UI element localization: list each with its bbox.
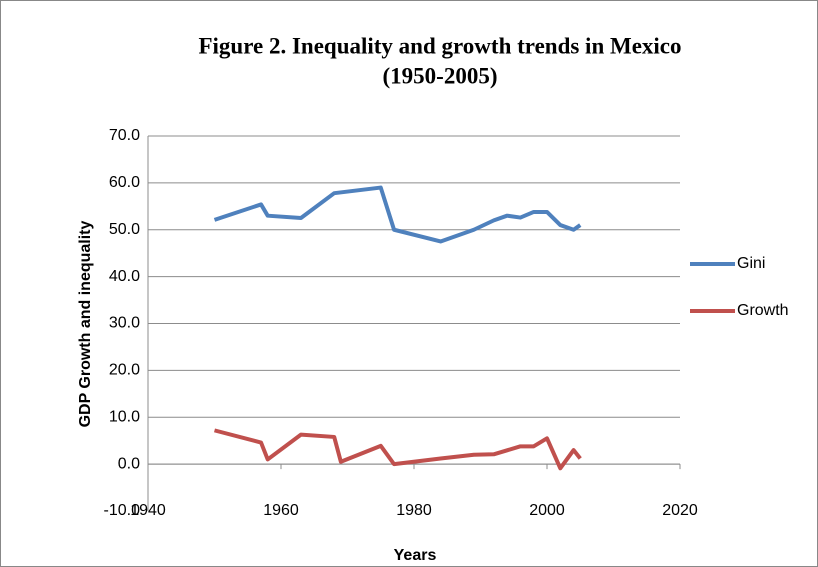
x-tick-label: 1960 — [263, 502, 299, 519]
x-tick-label: 2000 — [529, 502, 565, 519]
data-line — [213, 185, 582, 244]
y-tick-label: 40.0 — [109, 268, 140, 285]
x-tick-label: 1980 — [396, 502, 432, 519]
data-line — [213, 428, 582, 471]
y-tick-label: 70.0 — [109, 127, 140, 144]
chart-title: Figure 2. Inequality and growth trends i… — [198, 33, 681, 58]
y-tick-label: 30.0 — [109, 315, 140, 332]
y-tick-label: 10.0 — [109, 408, 140, 425]
y-tick-label: 20.0 — [109, 362, 140, 379]
y-tick-label: -10.0 — [104, 502, 141, 519]
y-tick-label: 60.0 — [109, 174, 140, 191]
legend-label: Growth — [737, 302, 789, 319]
x-tick-label: 1940 — [130, 502, 166, 519]
y-axis-title: GDP Growth and inequality — [77, 220, 94, 427]
x-axis-title: Years — [394, 547, 437, 564]
y-tick-label: 50.0 — [109, 221, 140, 238]
y-tick-label: 0.0 — [118, 455, 140, 472]
legend-label: Gini — [737, 255, 765, 272]
x-tick-label: 2020 — [662, 502, 698, 519]
chart-subtitle: (1950-2005) — [383, 63, 498, 88]
